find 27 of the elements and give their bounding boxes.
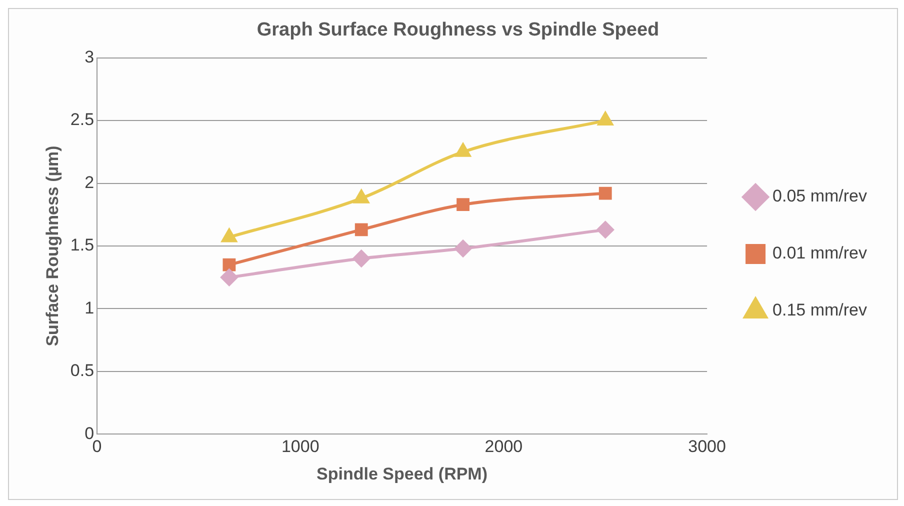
point	[454, 240, 472, 258]
x-tick-label: 3000	[688, 437, 726, 456]
y-tick-label: 2	[84, 172, 94, 192]
point	[222, 258, 236, 272]
point	[220, 268, 238, 286]
legend-label: 0.05 mm/rev	[772, 186, 868, 206]
x-tick-label: 2000	[484, 437, 523, 456]
y-tick-label: 1.5	[70, 236, 94, 255]
point	[598, 186, 612, 200]
y-tick-label: 2.5	[70, 110, 94, 130]
legend-label: 0.15 mm/rev	[772, 300, 868, 320]
y-tick-label: 1	[84, 298, 94, 318]
legend-label: 0.01 mm/rev	[772, 244, 868, 263]
point	[455, 143, 471, 157]
point	[354, 223, 368, 236]
point	[352, 250, 370, 268]
chart-title: Graph Surface Roughness vs Spindle Speed	[256, 20, 660, 41]
y-tick-label: 3	[84, 47, 94, 66]
point	[354, 190, 369, 204]
point	[456, 198, 470, 212]
point	[596, 221, 614, 238]
y-tick-label: 0.5	[70, 361, 94, 380]
x-tick-label: 1000	[281, 437, 320, 456]
y-axis-title: Surface Roughness (µm)	[42, 146, 62, 346]
point	[598, 112, 613, 126]
x-axis-title: Spindle Speed (RPM)	[316, 464, 488, 484]
y-tick-label: 0	[84, 424, 94, 443]
